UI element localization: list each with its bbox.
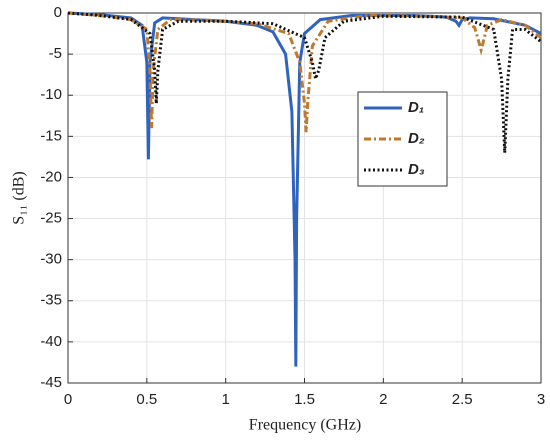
legend-box [357,91,448,187]
y-tick-label: -35 [40,292,62,309]
y-tick-label: -25 [40,210,62,227]
series-line [67,11,542,153]
y-tick-label: -10 [40,86,62,103]
y-axis-label: S₁₁ (dB) [11,171,28,224]
x-tick-label: 2 [379,391,387,408]
series-line [67,11,542,367]
legend-label: D₁ [408,99,424,116]
plot-frame [67,12,542,384]
y-tick-label: -30 [40,251,62,268]
y-tick-label: -45 [40,374,62,391]
y-tick-label: 0 [54,4,62,21]
x-tick-label: 3 [537,391,545,408]
y-tick-label: -5 [49,45,62,62]
series-line [67,11,542,133]
x-tick-label: 0.5 [136,391,157,408]
x-tick-label: 1.5 [294,391,315,408]
legend-label: D₂ [408,130,425,147]
x-tick-label: 1 [221,391,229,408]
x-tick-label: 2.5 [452,391,473,408]
y-tick-label: -15 [40,127,62,144]
y-tick-label: -40 [40,333,62,350]
y-tick-label: -20 [40,168,62,185]
x-axis-label: Frequency (GHz) [249,417,361,434]
legend-label: D₃ [408,161,425,178]
x-tick-label: 0 [64,391,72,408]
